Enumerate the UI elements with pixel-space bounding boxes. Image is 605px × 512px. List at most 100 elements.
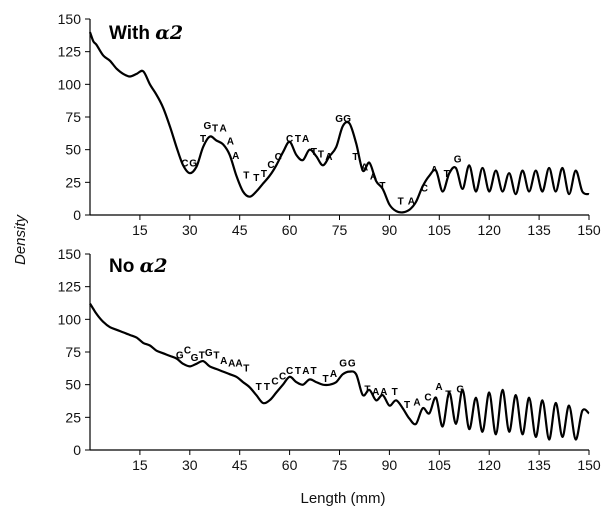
x-tick-label: 75 — [332, 222, 348, 238]
base-label: T — [311, 147, 317, 158]
base-label: C — [267, 160, 274, 171]
base-label: T — [243, 364, 249, 375]
y-tick-label: 75 — [65, 109, 81, 125]
density-line — [89, 303, 590, 441]
base-label: A — [380, 387, 387, 398]
x-tick-label: 60 — [282, 222, 298, 238]
base-label: C — [184, 345, 191, 356]
base-label: C — [424, 392, 431, 403]
with-alpha2-title: With α2 — [109, 22, 183, 44]
base-label: C — [286, 134, 293, 145]
x-tick-label: 45 — [232, 457, 248, 473]
base-label: A — [431, 165, 438, 176]
base-label: T — [404, 400, 410, 411]
base-label: A — [302, 134, 309, 145]
y-tick-label: 25 — [65, 174, 81, 190]
base-label: G — [205, 348, 213, 359]
base-label: A — [228, 358, 235, 369]
base-label: A — [370, 172, 377, 183]
y-tick-label: 125 — [58, 279, 82, 295]
base-label: T — [256, 382, 262, 393]
base-label: G — [348, 358, 356, 369]
x-tick-labels: 15 30 45 60 75 90 105 120 135 150 — [132, 222, 601, 238]
no-alpha2-title: No α2 — [109, 255, 167, 277]
base-label: G — [343, 114, 351, 125]
y-tick-label: 150 — [58, 11, 82, 27]
base-label: G — [339, 358, 347, 369]
no-alpha2-panel: No α2 0 25 50 75 100 125 150 15 30 45 60 75 90 105 12… — [58, 246, 601, 473]
base-label: A — [408, 197, 415, 208]
x-tick-label: 150 — [577, 457, 601, 473]
axes — [85, 253, 590, 455]
base-label: T — [243, 170, 249, 181]
base-label: A — [232, 151, 239, 162]
y-tick-label: 25 — [65, 409, 81, 425]
y-tick-label: 0 — [73, 207, 81, 223]
base-label: T — [261, 169, 267, 180]
x-tick-label: 105 — [428, 222, 452, 238]
base-label: C — [275, 152, 282, 163]
x-tick-label: 90 — [382, 222, 398, 238]
density-trace — [88, 31, 590, 214]
density-trace — [89, 303, 590, 441]
base-label: T — [398, 197, 404, 208]
density-line — [88, 31, 590, 214]
base-label: T — [295, 134, 301, 145]
base-label: T — [392, 387, 398, 398]
base-label: T — [444, 169, 450, 180]
x-tick-label: 75 — [332, 457, 348, 473]
x-tick-label: 30 — [182, 457, 198, 473]
x-tick-label: 30 — [182, 222, 198, 238]
base-label: G — [189, 159, 197, 170]
base-label: G — [176, 351, 184, 362]
base-label: A — [219, 123, 226, 134]
base-label: A — [325, 152, 332, 163]
base-label: A — [302, 366, 309, 377]
x-tick-label: 15 — [132, 457, 148, 473]
y-tick-label: 75 — [65, 344, 81, 360]
y-axis-label: Density — [12, 213, 29, 265]
base-label: A — [413, 398, 420, 409]
base-label: C — [181, 159, 188, 170]
base-label: T — [318, 150, 324, 161]
base-label: A — [220, 356, 227, 367]
x-tick-label: 135 — [527, 222, 551, 238]
base-label: G — [335, 114, 343, 125]
y-tick-label: 50 — [65, 142, 81, 158]
base-label: T — [213, 351, 219, 362]
axes — [85, 18, 590, 220]
x-tick-labels: 15 30 45 60 75 90 105 120 135 150 — [132, 457, 601, 473]
x-tick-label: 45 — [232, 222, 248, 238]
y-tick-label: 100 — [58, 76, 82, 92]
y-tick-labels: 0 25 50 75 100 125 150 — [58, 246, 82, 458]
base-label: C — [286, 366, 293, 377]
base-label: T — [212, 123, 218, 134]
base-label: C — [279, 371, 286, 382]
base-label: T — [310, 366, 316, 377]
x-tick-label: 120 — [478, 222, 502, 238]
x-tick-label: 90 — [382, 457, 398, 473]
base-label: A — [330, 369, 337, 380]
base-label: T — [253, 173, 259, 184]
base-label: A — [227, 136, 234, 147]
x-tick-label: 105 — [428, 457, 452, 473]
base-label: T — [200, 134, 206, 145]
base-label: A — [372, 387, 379, 398]
x-axis-label: Length (mm) — [300, 490, 385, 507]
y-tick-label: 150 — [58, 246, 82, 262]
base-label: T — [445, 390, 451, 401]
base-label: T — [264, 382, 270, 393]
base-label: A — [235, 358, 242, 369]
x-tick-label: 15 — [132, 222, 148, 238]
base-label: T — [364, 385, 370, 396]
x-tick-label: 135 — [527, 457, 551, 473]
base-label: C — [271, 377, 278, 388]
y-tick-labels: 0 25 50 75 100 125 150 — [58, 11, 82, 223]
base-label: T — [322, 374, 328, 385]
base-label: G — [454, 155, 462, 166]
base-label: A — [361, 163, 368, 174]
x-tick-label: 120 — [478, 457, 502, 473]
base-label: T — [199, 351, 205, 362]
